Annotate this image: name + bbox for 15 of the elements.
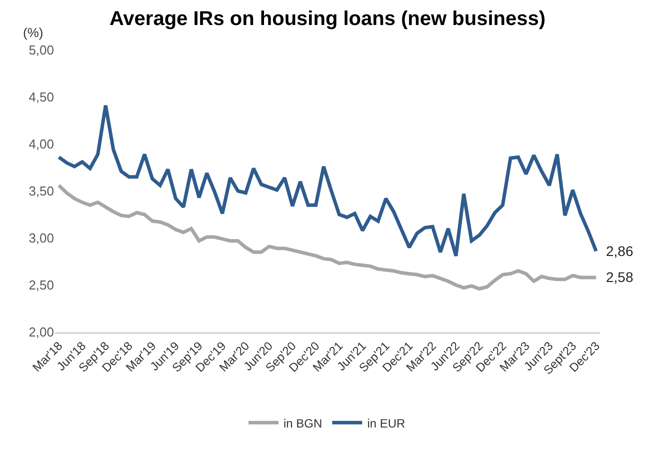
y-axis-title: (%) [23,25,44,40]
y-tick-label: 4,50 [28,90,54,105]
chart-title: Average IRs on housing loans (new business) [109,8,546,30]
y-tick-label: 2,00 [28,324,54,340]
y-tick-label: 5,00 [28,42,54,58]
legend-label: in EUR [367,416,406,430]
y-tick-label: 3,50 [28,184,54,199]
line-series [57,184,598,291]
annotation: 2,58 [606,269,634,285]
line-series [57,104,598,258]
y-tick-label: 2,50 [28,278,54,293]
y-tick-label: 4,00 [28,136,54,152]
legend-label: in BGN [284,416,322,430]
y-tick-label: 3,00 [28,230,54,246]
annotation: 2,86 [606,243,634,259]
